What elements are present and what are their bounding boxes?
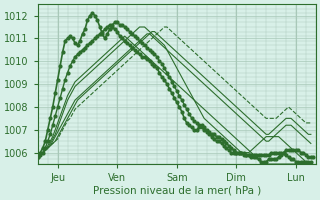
X-axis label: Pression niveau de la mer( hPa ): Pression niveau de la mer( hPa ) [93, 186, 261, 196]
